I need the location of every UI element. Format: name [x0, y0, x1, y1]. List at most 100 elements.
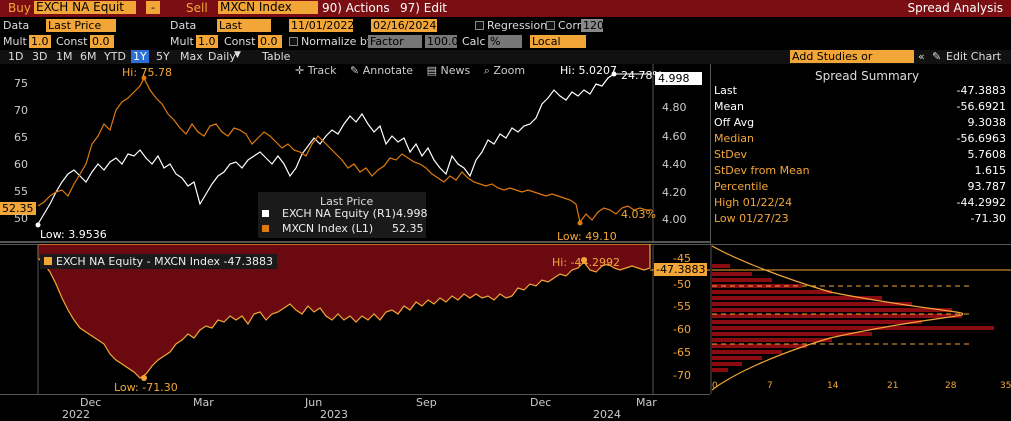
summary-value: 93.787 [967, 180, 1007, 193]
summary-value: 1.615 [974, 164, 1007, 177]
pct-change-label: 24.78% [621, 69, 663, 82]
currency-select[interactable]: Local [530, 35, 586, 48]
buy-ticker-input[interactable]: EXCH NA Equit [34, 1, 136, 14]
summary-row: Median -56.6963 [714, 132, 1006, 147]
calc-label: Calc [462, 35, 486, 48]
spread-summary-panel [710, 64, 1011, 244]
annotate-button[interactable]: Annotate [362, 64, 414, 77]
legend-title: Last Price [320, 195, 374, 208]
mult-settings-row: Mult 1.0 Const 0.0 Mult 1.0 Const 0.0 No… [0, 35, 1011, 49]
edit-chart-button[interactable]: Edit Chart [946, 50, 1002, 63]
right-tick: 4.80 [662, 101, 687, 114]
wrench-icon[interactable]: ✎ [932, 50, 942, 63]
news-button[interactable]: News [440, 64, 471, 77]
table-button[interactable]: Table [262, 50, 291, 63]
data2-field-select[interactable]: Last Price [217, 19, 271, 45]
chevron-down-icon[interactable]: ▼ [234, 50, 241, 60]
start-date-input[interactable]: 11/01/2022 [289, 19, 355, 32]
left-tick: 55 [14, 185, 28, 198]
hist-tick: 7 [767, 381, 773, 391]
hist-tick: 0 [712, 381, 718, 391]
summary-row: Low 01/27/23 -71.30 [714, 212, 1006, 227]
exch-series-line [37, 73, 615, 225]
spread-tick: -65 [673, 346, 691, 359]
legend-1-value: 4.998 [396, 207, 428, 220]
normal-curve [711, 245, 964, 391]
corr-checkbox[interactable] [546, 21, 555, 30]
range-1y[interactable]: 1Y [131, 50, 149, 63]
spread-operator-select[interactable]: - [146, 1, 160, 14]
summary-key: Off Avg [714, 116, 755, 129]
range-1d[interactable]: 1D [8, 50, 24, 63]
current-orange-value: 52.35 [0, 202, 36, 215]
legend-2-value: 52.35 [392, 222, 424, 235]
range-ytd[interactable]: YTD [104, 50, 126, 63]
add-studies-input[interactable]: Add Studies or Events [790, 50, 914, 76]
actions-menu[interactable]: 90) Actions [322, 1, 390, 15]
year-label: 2024 [593, 408, 621, 421]
collapse-icon[interactable]: « [918, 50, 925, 63]
range-5y[interactable]: 5Y [156, 50, 170, 63]
track-button[interactable]: Track [307, 64, 337, 77]
x-tick: Sep [416, 396, 437, 409]
data2-label: Data [170, 19, 197, 32]
hist-tick: 35 [1000, 381, 1011, 391]
summary-key: Mean [714, 100, 744, 113]
low-marker-white [35, 222, 41, 228]
frequency-select[interactable]: Daily [208, 50, 236, 63]
range-max[interactable]: Max [180, 50, 203, 63]
edit-menu[interactable]: 97) Edit [400, 1, 448, 15]
summary-value: 9.3038 [967, 116, 1007, 129]
const2-input[interactable]: 0.0 [258, 35, 282, 48]
zoom-button[interactable]: Zoom [493, 64, 526, 77]
x-tick: Dec [80, 396, 102, 409]
title-bar: Buy EXCH NA Equit - Sell MXCN Index 90) … [0, 0, 1011, 17]
left-tick: 70 [14, 104, 28, 117]
normalize-checkbox[interactable] [289, 37, 298, 46]
regression-label: Regression [487, 19, 548, 32]
legend-white-swatch [262, 210, 269, 217]
range-6m[interactable]: 6M [80, 50, 97, 63]
data-field-select[interactable]: Last Price [46, 19, 116, 32]
regression-checkbox[interactable] [475, 21, 484, 30]
hist-tick: 21 [887, 381, 899, 391]
summary-key: Percentile [714, 180, 769, 193]
mult2-input[interactable]: 1.0 [196, 35, 218, 48]
annotate-icon[interactable]: ✎ [350, 64, 363, 77]
data-settings-row: Data Last Price Data Last Price 11/01/20… [0, 19, 1011, 45]
sell-label: Sell [186, 1, 208, 15]
hi-marker-orange [141, 75, 147, 81]
zoom-icon[interactable]: ⌕ [483, 64, 494, 77]
mxcn-series-line [37, 76, 652, 224]
summary-row: Mean -56.6921 [714, 100, 1006, 115]
normalize-select[interactable]: Factor [368, 35, 422, 48]
crosshair-icon[interactable]: ✛ [295, 64, 308, 77]
hi-marker-white [611, 71, 617, 77]
summary-key: StDev from Mean [714, 164, 810, 177]
spread-legend-text: EXCH NA Equity - MXCN Index -47.3883 [56, 255, 273, 268]
summary-row: Off Avg 9.3038 [714, 116, 1006, 131]
news-icon[interactable]: ▤ [426, 64, 441, 77]
left-tick: 60 [14, 158, 28, 171]
right-tick: 4.00 [662, 213, 687, 226]
mult-input[interactable]: 1.0 [29, 35, 51, 48]
normalize-label: Normalize by [301, 35, 374, 48]
data-label: Data [3, 19, 30, 32]
const-input[interactable]: 0.0 [90, 35, 114, 48]
range-1m[interactable]: 1M [56, 50, 73, 63]
sell-ticker-input[interactable]: MXCN Index [218, 1, 318, 14]
corr-window-input[interactable]: 120 [581, 19, 604, 32]
hist-tick: 14 [827, 381, 839, 391]
calc-select[interactable]: % [488, 35, 522, 48]
normalize-value-input[interactable]: 100.0 [425, 35, 459, 48]
summary-key: Median [714, 132, 755, 145]
end-date-input[interactable]: 02/16/2024 [371, 19, 437, 32]
price-legend: Last Price EXCH NA Equity (R1) 4.998 MXC… [258, 192, 428, 238]
range-3d[interactable]: 3D [32, 50, 48, 63]
x-tick: Mar [636, 396, 657, 409]
summary-key: Last [714, 84, 737, 97]
spread-current-value: -47.3883 [654, 263, 708, 276]
summary-row: Percentile 93.787 [714, 180, 1006, 195]
corr-label: Corr [558, 19, 582, 32]
spread-low-label: Low: -71.30 [114, 381, 178, 394]
